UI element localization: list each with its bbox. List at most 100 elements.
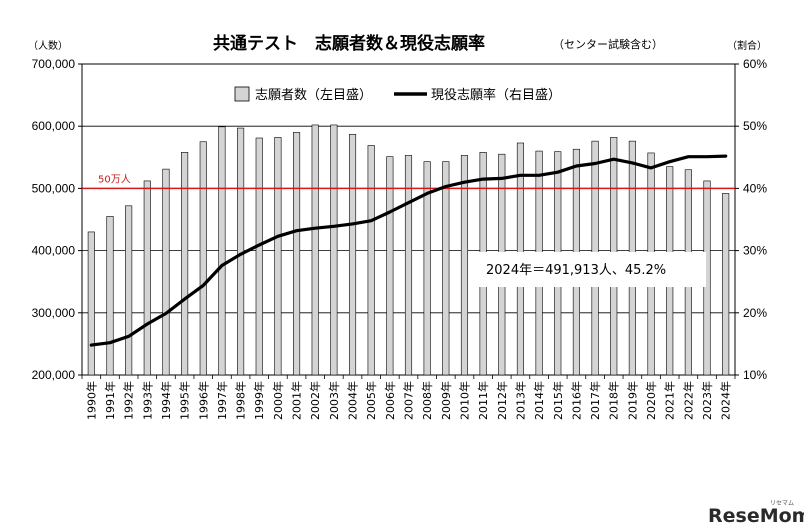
rate-point	[426, 192, 428, 195]
resemom-logo: リセマム ReseMom	[708, 500, 804, 527]
bar	[404, 155, 413, 376]
legend-swatch-bar	[234, 86, 250, 102]
rate-point	[687, 155, 690, 158]
x-tick-label: 2010年	[458, 381, 472, 420]
rate-point	[183, 298, 186, 300]
rate-point	[370, 219, 372, 222]
left-tick-label: 500,000	[32, 181, 76, 195]
bar	[293, 132, 301, 376]
reference-line-label: 50万人	[98, 173, 131, 185]
left-tick-label: 600,000	[32, 119, 76, 133]
left-tick-label: 300,000	[32, 306, 76, 320]
rate-point	[650, 167, 652, 169]
x-tick-label: 1993年	[140, 381, 154, 420]
rate-point	[631, 162, 634, 164]
legend: 志願者数（左目盛） 現役志願率（右目盛）	[223, 79, 583, 108]
right-tick-label: 50%	[743, 119, 767, 133]
bar	[255, 137, 263, 376]
bar	[722, 193, 730, 376]
x-tick-label: 2024年	[719, 381, 733, 420]
x-tick-label: 2020年	[644, 381, 658, 420]
logo-small-text: リセマム	[770, 500, 794, 507]
bar	[423, 161, 431, 376]
x-tick-label: 2005年	[364, 381, 378, 420]
rate-point	[109, 341, 111, 344]
x-tick-label: 1999年	[252, 381, 266, 420]
x-tick-label: 2016年	[569, 381, 583, 420]
x-tick-label: 1997年	[215, 381, 229, 420]
rate-point	[445, 185, 447, 188]
reference-line-group: 50万人	[82, 173, 735, 190]
x-tick-label: 2017年	[588, 381, 602, 420]
x-tick-label: 2022年	[681, 381, 695, 420]
rate-point	[575, 165, 578, 167]
bar	[181, 152, 189, 376]
x-tick-label: 2013年	[513, 381, 527, 420]
x-tick-label: 2014年	[532, 381, 546, 420]
rate-point	[407, 201, 410, 204]
bar	[386, 156, 394, 376]
x-tick-label: 1995年	[178, 381, 192, 420]
bar	[218, 126, 226, 376]
bar	[348, 133, 357, 376]
x-tick-label: 1994年	[159, 381, 173, 420]
x-tick-label: 2008年	[420, 381, 434, 420]
rate-point	[706, 155, 708, 158]
x-tick-label: 1992年	[122, 381, 136, 420]
x-tick-label: 1990年	[84, 381, 98, 420]
annotation-text: 2024年＝491,913人、45.2%	[486, 263, 666, 278]
rate-point	[538, 174, 540, 177]
rate-point	[165, 312, 167, 315]
bar	[87, 231, 95, 376]
rate-point	[90, 344, 93, 346]
rate-point	[724, 155, 727, 157]
bar	[367, 145, 375, 376]
left-tick-label: 400,000	[32, 244, 76, 258]
rate-point	[221, 264, 223, 267]
rate-point	[482, 178, 484, 180]
x-tick-label: 2009年	[439, 381, 453, 420]
x-tick-label: 2015年	[551, 381, 565, 420]
rate-point	[239, 253, 242, 256]
x-tick-label: 2019年	[625, 381, 639, 420]
x-tick-label: 2004年	[346, 381, 360, 420]
rate-point	[556, 171, 559, 174]
annotation-box: 2024年＝491,913人、45.2%	[473, 252, 706, 287]
x-tick-label: 2011年	[476, 381, 490, 420]
x-tick-label: 1991年	[103, 381, 117, 420]
chart-subtitle: （センター試験含む）	[553, 37, 663, 51]
right-axis-unit: （割合）	[727, 39, 767, 52]
rate-point	[389, 211, 391, 213]
bar	[162, 168, 170, 376]
x-tick-label: 2006年	[383, 381, 397, 420]
x-tick-label: 2000年	[271, 381, 285, 420]
rate-point	[277, 235, 279, 238]
rate-point	[500, 177, 503, 180]
bar	[143, 180, 151, 376]
rate-point	[668, 160, 671, 163]
left-axis-unit: （人数）	[28, 39, 68, 52]
right-tick-label: 60%	[743, 57, 767, 71]
bar	[106, 216, 114, 376]
left-tick-label: 200,000	[32, 368, 76, 382]
rate-point	[146, 323, 149, 325]
rate-point	[314, 227, 317, 230]
rate-point	[463, 181, 466, 183]
x-tick-label: 2001年	[290, 381, 304, 420]
rate-point	[333, 225, 335, 228]
bar	[330, 124, 338, 376]
legend-label-bar: 志願者数（左目盛）	[255, 88, 372, 103]
right-axis-ticks: 10% 20% 30% 40% 50% 60%	[735, 57, 767, 382]
logo-text: ReseMom	[708, 505, 804, 527]
x-tick-label: 2021年	[663, 381, 677, 420]
bar	[442, 161, 450, 376]
bar	[311, 124, 319, 376]
right-tick-label: 10%	[743, 368, 767, 382]
rate-point	[519, 174, 522, 177]
x-axis-ticks: 1990年 1991年 1992年 1993年 1994年 1995年 1996年 1997年…	[81, 375, 736, 420]
rate-point	[258, 244, 261, 246]
x-tick-label: 2023年	[700, 381, 714, 420]
x-tick-label: 2012年	[495, 381, 509, 420]
right-tick-label: 20%	[743, 306, 767, 320]
